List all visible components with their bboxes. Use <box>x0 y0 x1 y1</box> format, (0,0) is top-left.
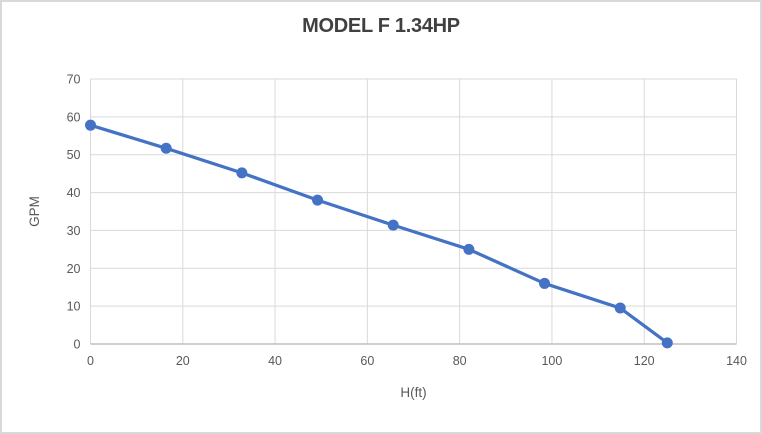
y-tick-label: 40 <box>67 186 81 200</box>
y-tick-label: 20 <box>67 262 81 276</box>
x-tick-label: 0 <box>87 354 94 368</box>
x-tick-label: 120 <box>634 354 655 368</box>
x-tick-label: 40 <box>268 354 282 368</box>
data-series <box>85 119 673 349</box>
pump-curve-line <box>88 123 669 345</box>
y-tick-label: 50 <box>67 148 81 162</box>
gridlines <box>90 78 737 344</box>
data-point-marker <box>312 194 324 206</box>
y-tick-label: 10 <box>67 300 81 314</box>
data-point-marker <box>236 167 248 179</box>
x-axis-title: H(ft) <box>400 385 426 400</box>
x-tick-label: 20 <box>176 354 190 368</box>
data-point-marker <box>614 302 626 314</box>
data-point-marker <box>463 243 475 255</box>
data-point-marker <box>661 337 673 349</box>
y-tick-label: 70 <box>67 73 81 87</box>
y-tick-label: 30 <box>67 224 81 238</box>
y-tick-label: 60 <box>67 110 81 124</box>
data-point-marker <box>387 219 399 231</box>
data-point-marker <box>160 142 172 154</box>
chart-title: MODEL F 1.34HP <box>302 15 460 37</box>
x-tick-label: 80 <box>453 354 467 368</box>
y-tick-label: 0 <box>74 338 81 352</box>
x-tick-label: 60 <box>360 354 374 368</box>
data-point-marker <box>85 119 96 131</box>
y-axis-title: GPM <box>27 196 42 227</box>
tick-labels: 0 20 40 60 80 100 120 140 0 10 20 30 40 50 60 70 <box>67 73 747 369</box>
x-tick-label: 140 <box>726 354 747 368</box>
x-tick-label: 100 <box>541 354 562 368</box>
data-point-marker <box>539 277 551 289</box>
